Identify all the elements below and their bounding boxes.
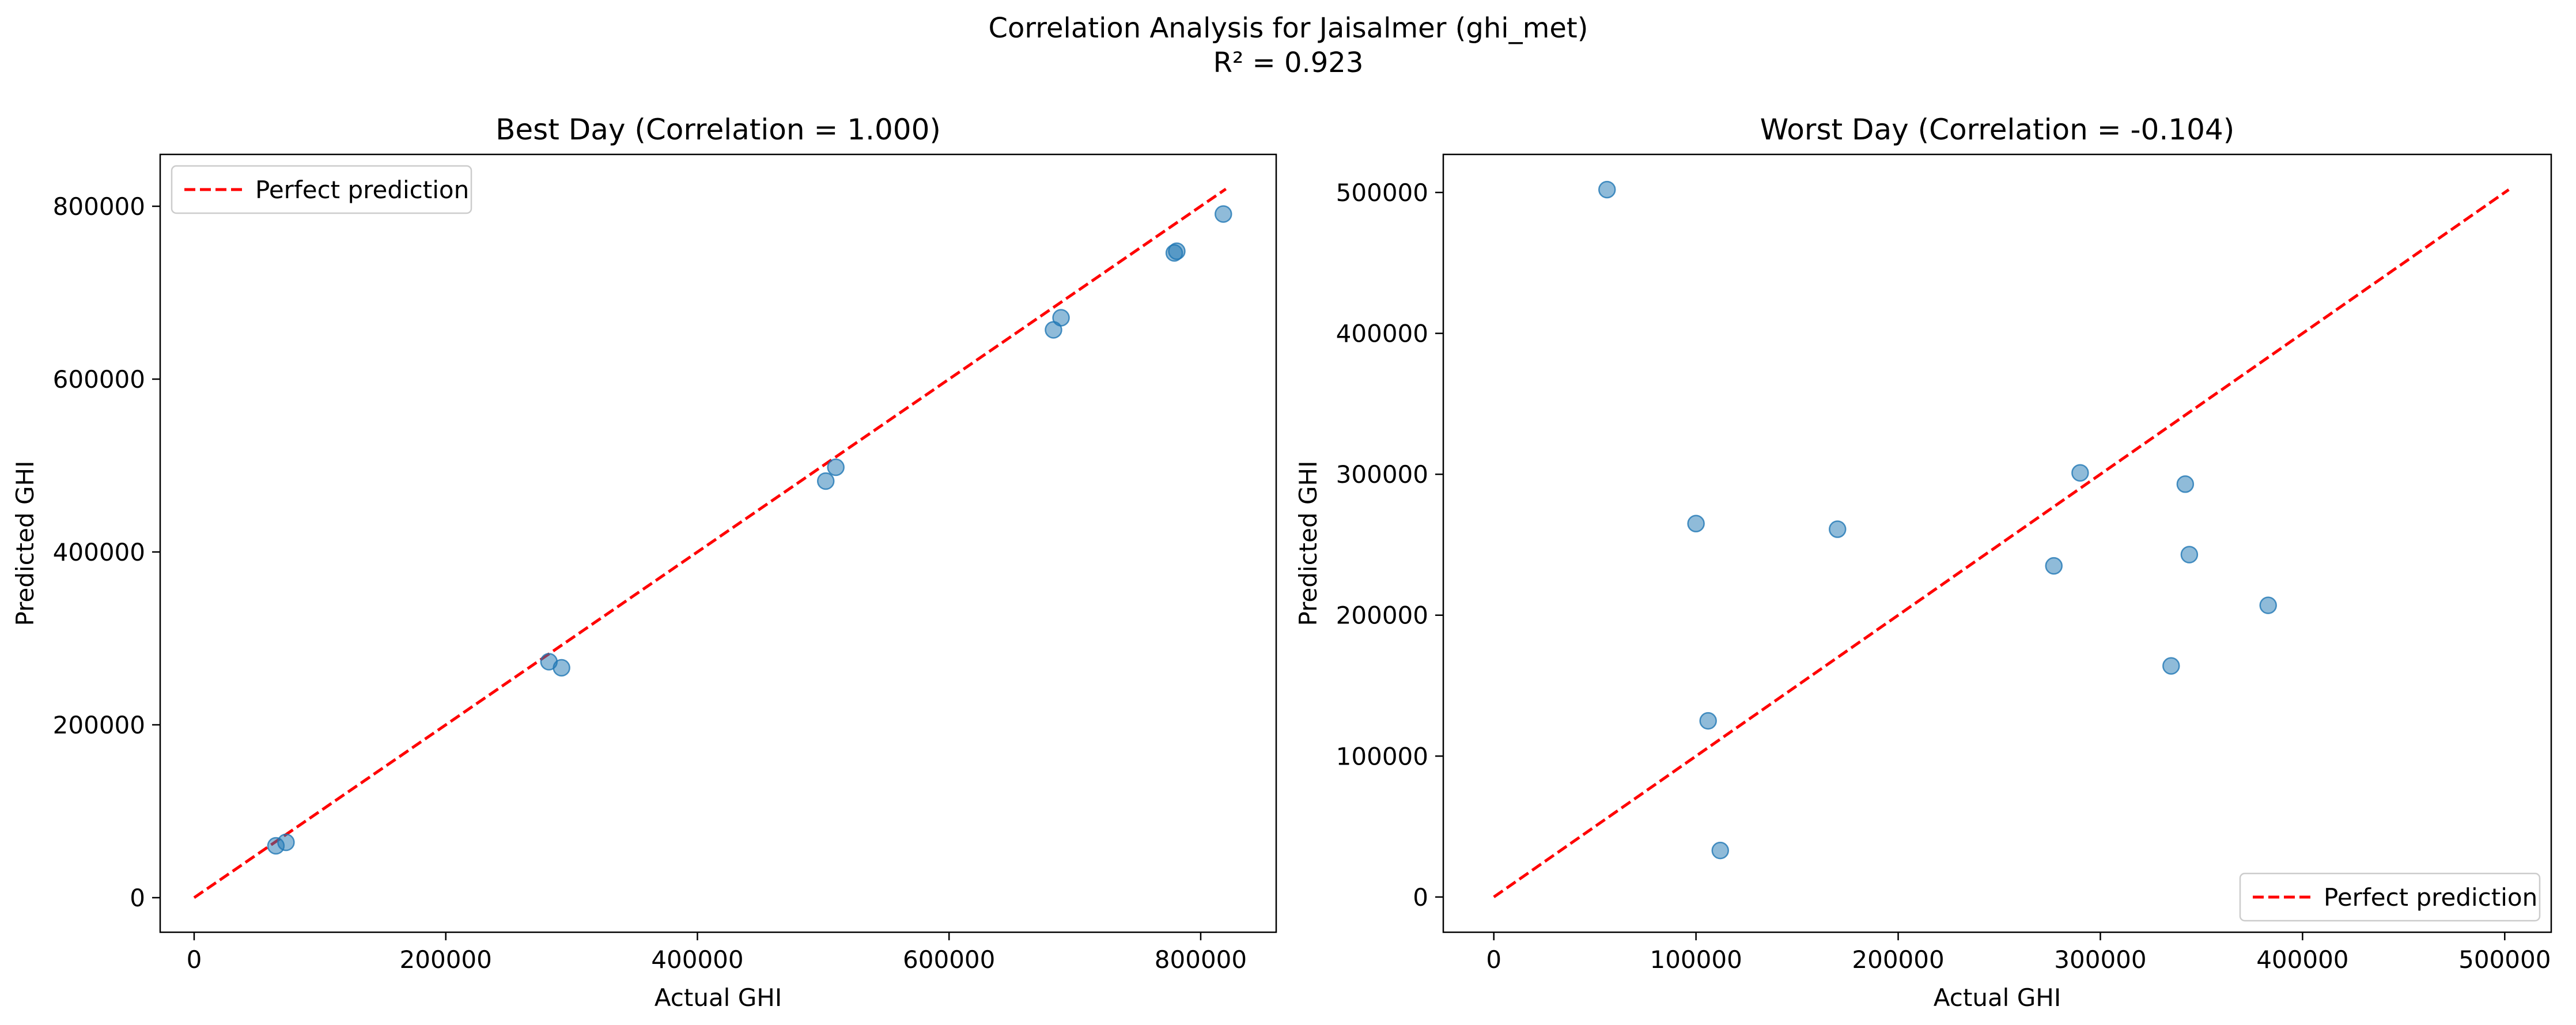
best-day-x-tick-label: 400000 — [651, 945, 743, 974]
best-day-data-point — [277, 833, 295, 852]
worst-day-legend-box — [2239, 872, 2541, 922]
best-day-y-axis-label: Predicted GHI — [11, 460, 39, 626]
best-day-y-tick-label: 400000 — [53, 538, 145, 566]
best-day-data-point — [1215, 205, 1232, 223]
worst-day-legend-label: Perfect prediction — [2324, 883, 2537, 911]
best-day-data-point — [553, 659, 570, 677]
worst-day-perfect-prediction-line — [1493, 188, 2510, 898]
best-day-x-tick-label: 600000 — [903, 945, 995, 974]
worst-day-y-tick-label: 100000 — [1336, 742, 1428, 770]
best-day-legend-box — [171, 165, 472, 214]
worst-day-legend: Perfect prediction — [2239, 872, 2541, 922]
worst-day-x-tick-label: 400000 — [2256, 945, 2348, 974]
worst-day-data-point — [2162, 657, 2180, 675]
worst-day-data-point — [1699, 712, 1717, 730]
best-day-y-tick-label: 600000 — [53, 365, 145, 394]
worst-day-panel: 0 100000 200000 300000 400000 500000 0 100000 20… — [1294, 113, 2552, 1012]
worst-day-x-tick-label: 0 — [1486, 945, 1501, 974]
worst-day-y-tick-label: 0 — [1413, 883, 1428, 911]
worst-day-y-tick-label: 300000 — [1336, 460, 1428, 489]
best-day-x-tick-label: 800000 — [1155, 945, 1247, 974]
worst-day-x-tick-label: 500000 — [2458, 945, 2551, 974]
best-day-legend-label: Perfect prediction — [255, 176, 469, 204]
best-day-panel-title: Best Day (Correlation = 1.000) — [495, 113, 941, 146]
figure-suptitle: Correlation Analysis for Jaisalmer (ghi_… — [989, 12, 1588, 44]
best-day-x-tick-label: 200000 — [400, 945, 492, 974]
worst-day-data-point — [1711, 841, 1729, 860]
best-day-y-tick-label: 200000 — [53, 711, 145, 739]
best-day-perfect-prediction-line — [193, 187, 1227, 899]
worst-day-axes-frame — [1442, 153, 2552, 933]
worst-day-data-point — [1687, 515, 1705, 533]
worst-day-data-point — [1598, 180, 1616, 199]
best-day-x-axis-label: Actual GHI — [655, 984, 782, 1012]
worst-day-panel-title: Worst Day (Correlation = -0.104) — [1760, 113, 2234, 146]
worst-day-data-point — [2259, 596, 2277, 614]
best-day-data-point — [827, 458, 845, 476]
worst-day-data-point — [2180, 546, 2199, 563]
worst-day-y-tick-label: 400000 — [1336, 320, 1428, 348]
best-day-data-point — [816, 472, 835, 490]
best-day-panel: 0 200000 400000 600000 800000 0 200000 400000 60… — [11, 113, 1277, 1012]
figure-subtitle-r-squared: R² = 0.923 — [1213, 47, 1364, 79]
worst-day-y-tick-label: 200000 — [1336, 602, 1428, 630]
best-day-data-point — [1052, 309, 1070, 327]
worst-day-data-point — [2176, 475, 2195, 493]
worst-day-x-tick-label: 300000 — [2054, 945, 2146, 974]
best-day-data-point — [1168, 242, 1186, 260]
worst-day-y-tick-label: 500000 — [1336, 179, 1428, 207]
worst-day-data-point — [2071, 464, 2089, 482]
worst-day-x-axis-label: Actual GHI — [1934, 984, 2061, 1012]
best-day-legend: Perfect prediction — [171, 165, 472, 214]
worst-day-data-point — [1829, 520, 1847, 538]
best-day-x-tick-label: 0 — [187, 945, 202, 974]
worst-day-y-axis-label: Predicted GHI — [1294, 460, 1322, 626]
best-day-axes-frame — [159, 153, 1277, 933]
best-day-y-tick-label: 0 — [130, 884, 145, 912]
worst-day-x-tick-label: 100000 — [1650, 945, 1742, 974]
worst-day-data-point — [2045, 557, 2063, 575]
best-day-y-tick-label: 800000 — [53, 192, 145, 221]
worst-day-x-tick-label: 200000 — [1852, 945, 1944, 974]
